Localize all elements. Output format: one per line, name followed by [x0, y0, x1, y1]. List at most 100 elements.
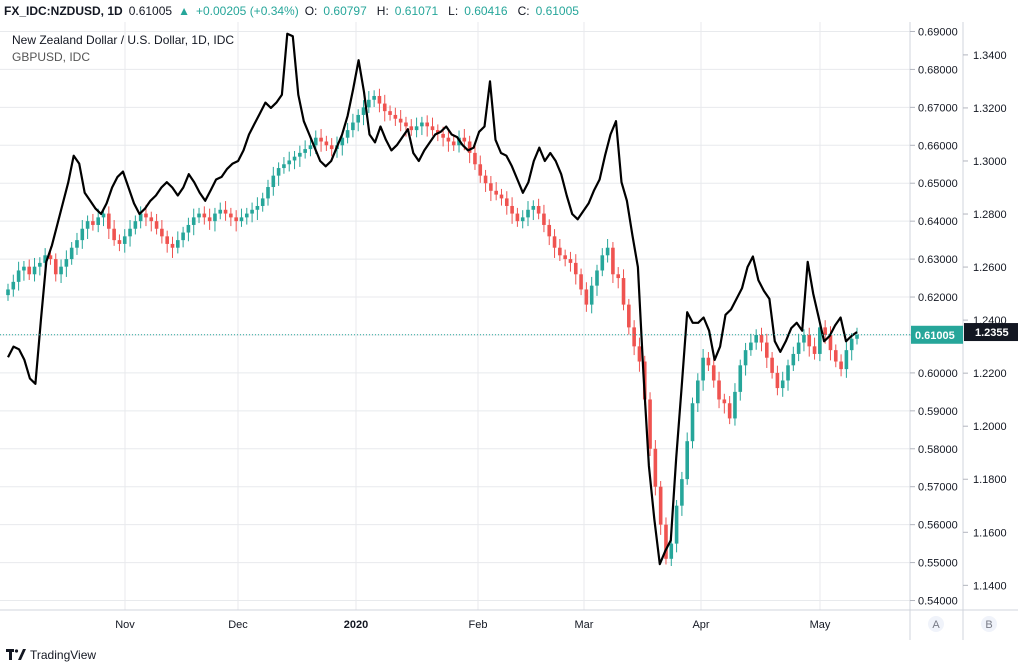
candle-body [749, 342, 753, 351]
x-tick-label: Dec [228, 619, 248, 631]
y-tick-label-a: 0.58000 [918, 444, 958, 456]
candle-body [260, 198, 265, 206]
low-value: 0.60416 [464, 4, 508, 18]
scale-b-button[interactable] [981, 616, 997, 632]
candle-body [637, 346, 642, 362]
candle-body [144, 213, 148, 218]
candle-body [340, 137, 345, 146]
candle-body [75, 240, 79, 248]
candle-body [627, 304, 631, 328]
close-label: C: [517, 4, 530, 18]
y-tick-label-b: 1.2800 [973, 209, 1007, 221]
scale-b-label[interactable]: B [985, 619, 992, 631]
candle-body [664, 524, 668, 559]
y-tick-label-a: 0.57000 [918, 482, 958, 494]
candle-body [579, 274, 583, 290]
candle-body [818, 327, 822, 354]
tradingview-logo-icon [6, 649, 26, 660]
candle-body [176, 240, 180, 248]
candle-body [213, 213, 217, 222]
brand-label: TradingView [30, 648, 97, 662]
candle-body [696, 380, 700, 404]
candle-body [584, 289, 589, 305]
y-tick-label-a: 0.62000 [918, 292, 958, 304]
candle-body [112, 228, 116, 241]
candle-body [711, 365, 716, 381]
y-tick-label-b: 1.3400 [973, 50, 1007, 62]
candle-body [573, 262, 578, 275]
candle-body [823, 327, 827, 335]
high-label: H: [376, 4, 389, 18]
candle-body [616, 274, 621, 279]
candle-body [223, 209, 228, 214]
candle-body [802, 334, 806, 343]
scale-a-label[interactable]: A [932, 619, 940, 631]
candle-body [324, 141, 329, 146]
candle-body [367, 99, 371, 108]
candle-body [382, 103, 387, 112]
candle-body [547, 224, 552, 237]
y-tick-label-a: 0.64000 [918, 216, 958, 228]
candle-body [59, 266, 63, 275]
candle-body [669, 543, 674, 559]
candle-body [754, 334, 758, 343]
candle-body [796, 342, 801, 354]
candle-body [420, 122, 424, 127]
y-tick-label-b: 1.2600 [973, 262, 1007, 274]
candle-body [807, 334, 812, 347]
candle-body [727, 403, 732, 419]
candle-body [839, 361, 843, 370]
candle-body [6, 289, 10, 296]
candle-body [520, 217, 525, 222]
candle-body [478, 164, 483, 176]
candle-body [680, 479, 684, 506]
candle-body [64, 259, 69, 267]
candle-body [117, 240, 122, 244]
candle-body [780, 380, 785, 389]
candle-body [743, 350, 748, 366]
candle-body [154, 221, 159, 229]
candle-body [133, 221, 138, 229]
scale-a-button[interactable] [928, 616, 944, 632]
y-tick-label-b: 1.1800 [973, 474, 1007, 486]
candle-body [764, 342, 769, 358]
candle-body [812, 346, 817, 354]
candle-body [313, 137, 318, 146]
candle-body [38, 262, 42, 267]
candle-body [791, 353, 796, 366]
candle-body [345, 130, 350, 138]
footer-brand[interactable]: TradingView [6, 648, 96, 662]
candle-body [329, 145, 334, 150]
candle-body [690, 403, 695, 442]
x-tick-label: May [810, 619, 831, 631]
open-label: O: [304, 4, 318, 18]
candle-body [122, 236, 127, 244]
y-tick-label-b: 1.1400 [973, 580, 1007, 592]
symbol-label[interactable]: FX_IDC:NZDUSD, 1D [4, 4, 123, 18]
candle-body [531, 205, 536, 210]
candle-body [499, 194, 504, 199]
candle-body [22, 266, 26, 271]
y-tick-label-a: 0.55000 [918, 558, 958, 570]
candle-body [229, 213, 233, 218]
candle-body [441, 133, 445, 138]
candle-body [600, 255, 605, 271]
candle-body [828, 334, 833, 351]
y-tick-label-a: 0.69000 [918, 26, 958, 38]
candle-body [510, 205, 514, 214]
candle-body [701, 357, 705, 381]
y-tick-label-b: 1.1600 [973, 527, 1007, 539]
candle-body [473, 152, 477, 165]
candle-body [351, 122, 355, 131]
y-tick-label-a: 0.65000 [918, 178, 958, 190]
candle-body [446, 137, 451, 142]
candle-body [319, 137, 323, 142]
candle-body [717, 380, 721, 400]
candle-body [160, 228, 164, 237]
candle-body [483, 175, 488, 184]
candle-body [48, 255, 53, 260]
candle-body [191, 217, 196, 225]
x-tick-label: Apr [692, 619, 709, 631]
candle-body [674, 505, 679, 544]
